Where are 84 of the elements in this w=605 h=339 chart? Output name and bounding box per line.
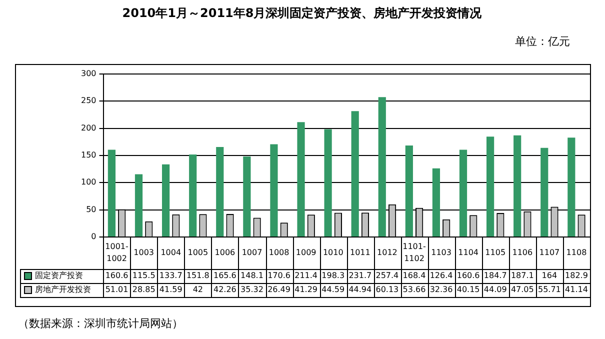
- x-tick-label: 1107: [539, 248, 560, 258]
- data-label: 42: [192, 285, 204, 294]
- data-label: 170.6: [268, 271, 290, 280]
- x-tick-label: 1009: [296, 248, 316, 258]
- x-tick-label: 1008: [268, 248, 290, 258]
- legend-label: 固定资产投资: [35, 271, 83, 280]
- data-label: 126.4: [430, 271, 453, 280]
- bar: [432, 168, 440, 236]
- data-label: 160.6: [105, 271, 128, 280]
- x-tick-label: 1105: [485, 248, 506, 258]
- data-label: 44.09: [484, 285, 507, 294]
- text: 单位：亿元: [515, 34, 570, 48]
- y-tick-label: 0: [91, 232, 96, 242]
- data-label: 41.14: [565, 285, 588, 294]
- bar: [243, 156, 251, 236]
- data-label: 198.3: [322, 271, 345, 280]
- bar: [162, 164, 170, 236]
- data-label: 151.8: [186, 271, 210, 280]
- bar: [459, 150, 468, 236]
- bar: [324, 129, 332, 236]
- data-label: 160.6: [456, 271, 480, 280]
- data-label: 115.5: [132, 271, 156, 280]
- bar: [134, 174, 143, 236]
- x-tick-label: 1006: [214, 248, 236, 258]
- x-tick-label: 1103: [431, 248, 452, 258]
- x-tick-label: 1101-1102: [402, 242, 426, 264]
- bar: [405, 146, 413, 236]
- data-label: 35.32: [240, 285, 264, 294]
- x-tick-label: 1003: [134, 248, 154, 258]
- text: （数据来源：深圳市统计局网站）: [18, 316, 183, 330]
- bar: [514, 135, 522, 236]
- data-label: 60.13: [376, 285, 399, 294]
- bar: [351, 111, 359, 236]
- data-label: 32.36: [430, 285, 453, 294]
- data-label: 40.15: [456, 285, 480, 294]
- y-tick-label: 300: [80, 69, 96, 78]
- x-tick-label: 1004: [160, 248, 182, 258]
- data-label: 28.85: [132, 285, 156, 294]
- data-label: 148.1: [240, 271, 264, 280]
- data-label: 133.7: [159, 271, 182, 280]
- x-tick-label: 1012: [377, 248, 398, 258]
- bar: [108, 150, 116, 236]
- data-label: 257.4: [376, 271, 399, 280]
- x-tick-label: 1005: [188, 248, 208, 258]
- data-label: 44.94: [348, 285, 372, 294]
- data-label: 165.6: [214, 271, 236, 280]
- data-label: 53.66: [402, 285, 426, 294]
- legend-label: 房地产开发投资: [35, 285, 91, 294]
- bar: [216, 147, 224, 236]
- bar: [189, 154, 197, 236]
- y-tick-label: 150: [80, 150, 96, 160]
- data-label: 51.01: [105, 285, 128, 294]
- x-tick-label: 1011: [350, 248, 370, 258]
- x-tick-label: 1108: [566, 248, 587, 258]
- data-label: 55.71: [538, 285, 561, 294]
- data-label: 231.7: [348, 271, 372, 280]
- data-label: 42.26: [214, 285, 236, 294]
- bar: [540, 148, 548, 236]
- x-tick-label: 1010: [322, 248, 344, 258]
- y-tick-label: 50: [86, 204, 96, 214]
- chart-title: 2010年1月～2011年8月深圳固定资产投资、房地产开发投资情况: [122, 6, 483, 20]
- bar: [378, 97, 386, 236]
- x-tick-label: 1007: [242, 248, 262, 258]
- y-tick-label: 250: [80, 96, 96, 106]
- data-label: 184.7: [484, 271, 507, 280]
- data-label: 168.4: [402, 271, 426, 280]
- data-label: 187.1: [510, 271, 534, 280]
- bar: [297, 122, 305, 236]
- y-tick-label: 200: [80, 123, 96, 132]
- data-label: 41.59: [159, 285, 182, 294]
- data-label: 44.59: [322, 285, 345, 294]
- data-label: 211.4: [294, 271, 318, 280]
- bar: [568, 138, 576, 236]
- bar: [270, 144, 278, 236]
- x-tick-label: 1001-1002: [105, 242, 129, 264]
- data-label: 47.05: [510, 285, 534, 294]
- y-tick-label: 100: [80, 178, 96, 187]
- data-label: 41.29: [294, 285, 318, 294]
- data-label: 182.9: [565, 271, 588, 280]
- data-label: 164: [542, 271, 558, 280]
- x-tick-label: 1106: [512, 248, 533, 258]
- bar: [486, 136, 494, 236]
- data-label: 26.49: [268, 285, 290, 294]
- x-tick-label: 1104: [458, 248, 478, 258]
